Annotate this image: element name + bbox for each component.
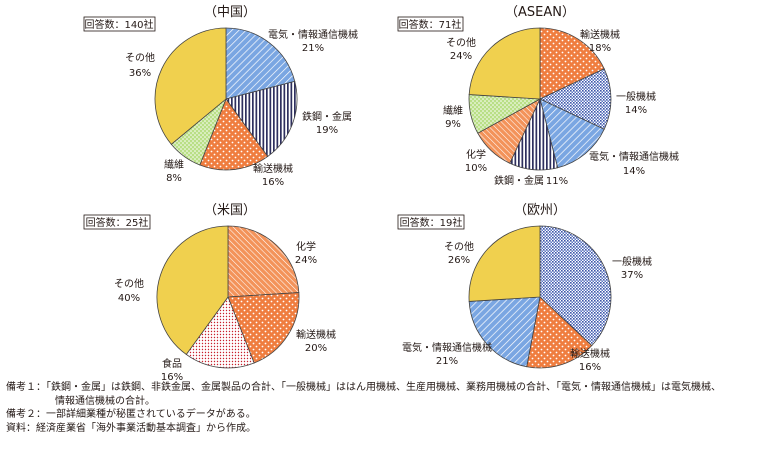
asean-pct-chemical: 10%: [465, 163, 487, 174]
asean-label-chemical: 化学: [466, 148, 486, 161]
europe-respondents-box: [397, 214, 465, 230]
asean-respondents: 回答数：71社: [399, 18, 462, 31]
asean-pct-general: 14%: [625, 105, 647, 116]
asean-label-transport: 輸送機械: [580, 28, 620, 41]
note-1-line-2: 情報通信機械の合計。: [55, 395, 155, 407]
asean-respondents-box: [397, 16, 464, 32]
china-label-transport: 輸送機械: [253, 162, 293, 175]
us-pct-chemical: 24%: [295, 255, 317, 266]
china-label-fiber: 繊維: [164, 158, 184, 171]
china-respondents-box: [83, 16, 156, 32]
asean-label-steel: 鉄鋼・金属: [494, 174, 544, 187]
us-respondents: 回答数：25社: [86, 216, 149, 229]
us-label-chemical: 化学: [296, 240, 316, 253]
europe-pct-other: 26%: [448, 255, 470, 266]
europe-pie: [468, 225, 612, 369]
europe-pct-electric: 21%: [436, 356, 458, 367]
europe-label-other: その他: [444, 240, 474, 253]
europe-label-transport: 輸送機械: [570, 347, 610, 360]
europe-pct-general: 37%: [621, 270, 643, 281]
notes: 備考１：「鉄鋼・金属」は鉄鋼、非鉄金属、金属製品の合計、「一般機械」ははん用機械…: [6, 381, 762, 435]
us-label-food: 食品: [162, 357, 182, 370]
note-1-line-1: 備考１：「鉄鋼・金属」は鉄鋼、非鉄金属、金属製品の合計、「一般機械」ははん用機械…: [6, 382, 721, 393]
us-pct-transport: 20%: [305, 343, 327, 354]
europe-slice-other: [468, 225, 541, 302]
pie-chart-panel: （中国） 回答数：140社 電気・情報通信機械 21% 鉄鋼・金属 19% 輸送…: [83, 5, 679, 380]
china-respondents: 回答数：140社: [84, 18, 153, 31]
us-slice-food: [185, 296, 255, 369]
europe-slice-general: [539, 225, 612, 347]
asean-pct-steel: 11%: [546, 176, 568, 187]
asean-title: （ASEAN）: [505, 5, 575, 20]
europe-chart: （欧州） 回答数：19社 一般機械 37% 輸送機械 16% 電気・情報通信機械…: [397, 203, 652, 373]
china-chart: （中国） 回答数：140社 電気・情報通信機械 21% 鉄鋼・金属 19% 輸送…: [83, 5, 358, 188]
us-respondents-box: [83, 214, 151, 230]
china-slice-steel: [225, 80, 298, 157]
europe-pct-transport: 16%: [579, 362, 601, 373]
us-label-transport: 輸送機械: [296, 328, 336, 341]
china-label-other: その他: [125, 51, 155, 64]
china-pct-other: 36%: [129, 68, 151, 79]
china-pct-electric: 21%: [302, 43, 324, 54]
us-slice-transport: [227, 292, 300, 364]
us-slice-chemical: [227, 225, 300, 298]
us-slice-other: [156, 225, 229, 355]
europe-title: （欧州）: [514, 203, 566, 218]
asean-chart: （ASEAN） 回答数：71社 輸送機械 18% 一般機械 14% 電気・情報通…: [397, 5, 679, 187]
asean-pct-fiber: 9%: [445, 119, 461, 130]
china-pie: [154, 27, 298, 171]
china-label-electric: 電気・情報通信機械: [268, 28, 358, 41]
asean-pct-transport: 18%: [589, 43, 611, 54]
china-slice-transport: [199, 98, 269, 171]
note-2: 備考２：一部詳細業種が秘匿されているデータがある。: [6, 409, 256, 420]
china-label-steel: 鉄鋼・金属: [302, 110, 352, 123]
asean-pct-other: 24%: [450, 51, 472, 62]
china-pct-fiber: 8%: [166, 173, 182, 184]
europe-label-electric: 電気・情報通信機械: [402, 341, 492, 354]
asean-slice-electric: [539, 98, 605, 169]
asean-pie: [468, 27, 612, 171]
us-title: （米国）: [204, 203, 256, 218]
china-slice-other: [154, 27, 227, 145]
asean-label-general: 一般機械: [616, 90, 656, 103]
us-pie: [156, 225, 300, 369]
us-pct-food: 16%: [161, 372, 183, 380]
europe-slice-electric: [468, 296, 541, 368]
china-pct-transport: 16%: [262, 177, 284, 188]
europe-respondents: 回答数：19社: [400, 216, 463, 229]
asean-slice-other: [468, 27, 541, 100]
us-label-other: その他: [114, 277, 144, 290]
us-chart: （米国） 回答数：25社 化学 24% 輸送機械 20% 食品 16% その他 …: [83, 203, 336, 380]
us-pct-other: 40%: [118, 293, 140, 304]
asean-slice-transport: [539, 27, 605, 100]
asean-label-fiber: 繊維: [443, 104, 463, 117]
europe-slice-transport: [526, 296, 593, 369]
china-slice-electric: [225, 27, 296, 100]
china-title: （中国）: [204, 5, 256, 20]
asean-label-electric: 電気・情報通信機械: [589, 150, 679, 163]
source-note: 資料：経済産業省「海外事業活動基本調査」から作成。: [6, 422, 256, 434]
asean-slice-general: [539, 68, 612, 130]
china-pct-steel: 19%: [316, 125, 338, 136]
asean-pct-electric: 14%: [623, 166, 645, 177]
asean-label-other: その他: [446, 36, 476, 49]
europe-label-general: 一般機械: [612, 255, 652, 268]
